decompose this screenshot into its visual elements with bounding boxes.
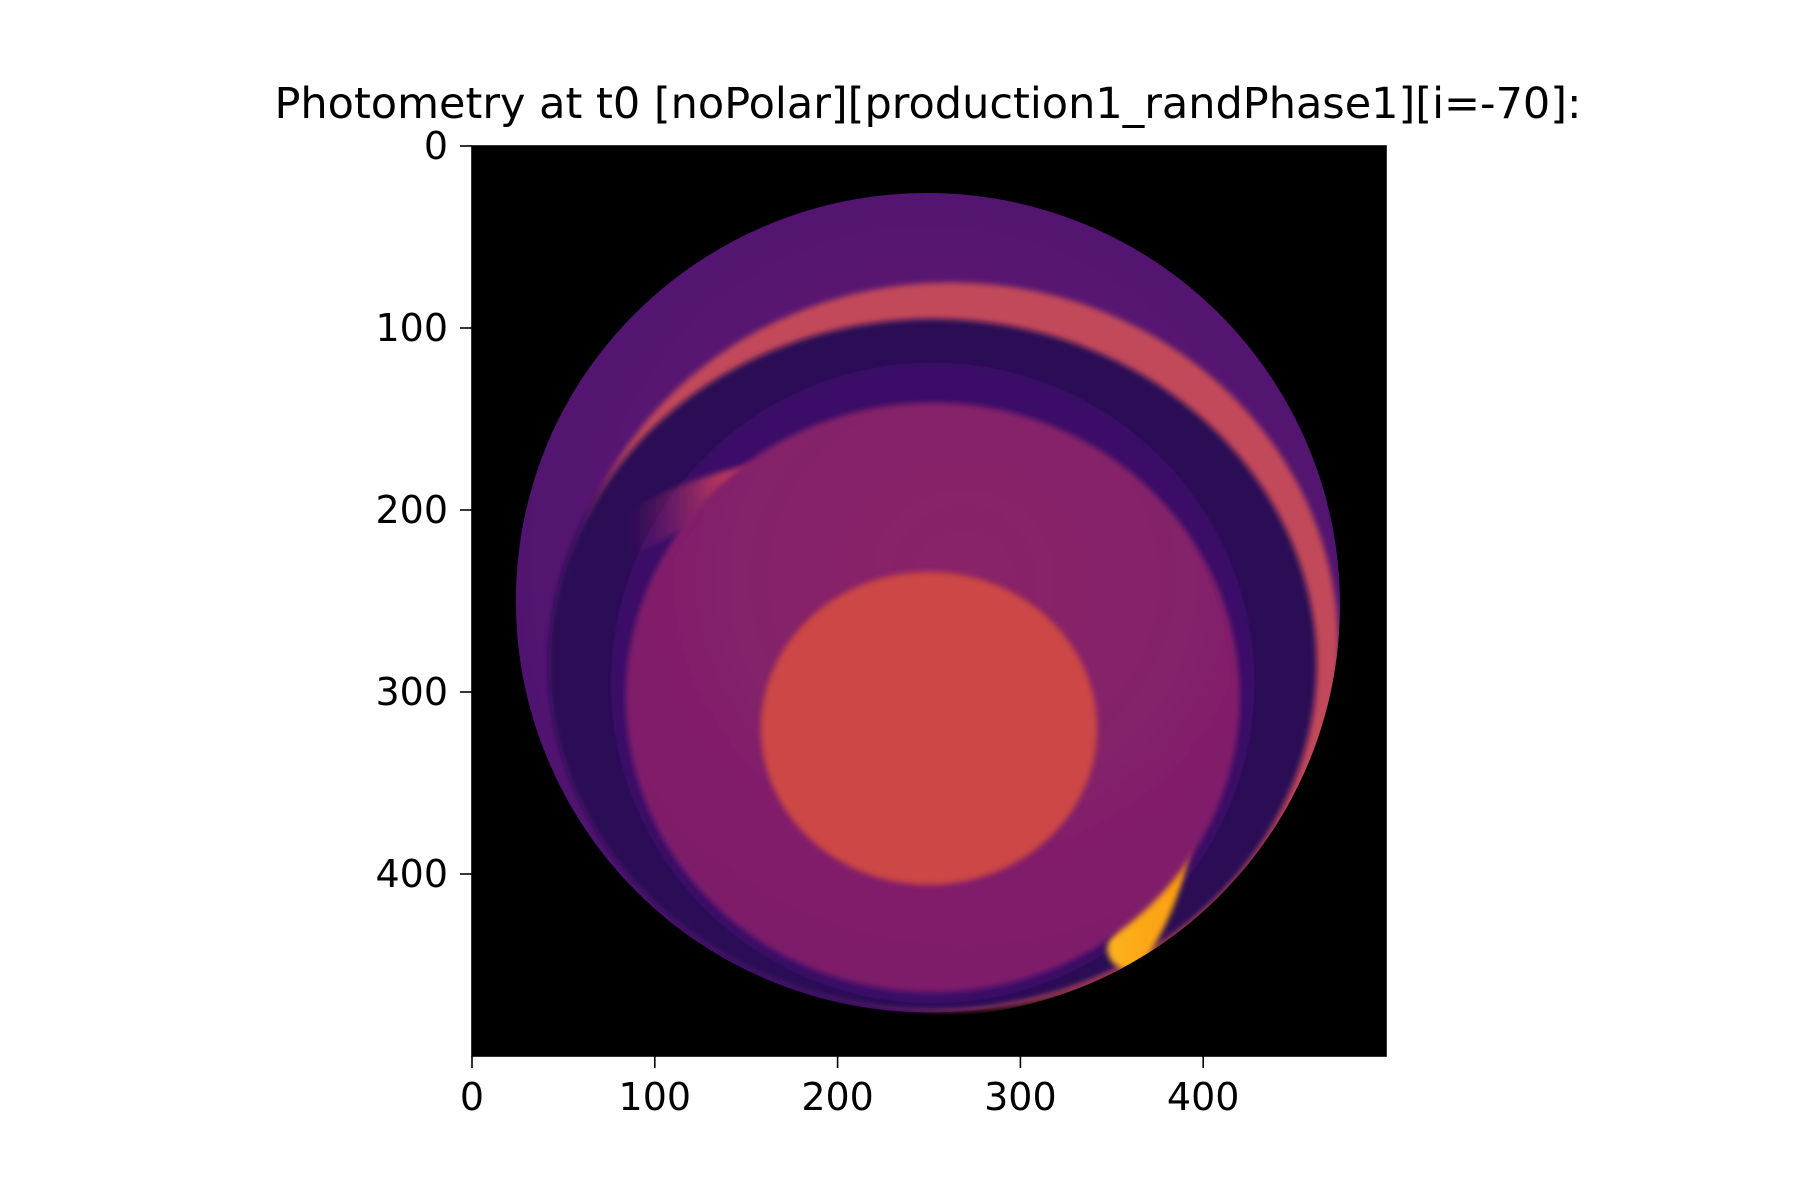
x-tick-label: 100 (619, 1075, 692, 1119)
chart-title: Photometry at t0 [noPolar][production1_r… (274, 79, 1581, 129)
y-tick-label: 200 (375, 488, 448, 532)
y-tick-label: 100 (375, 306, 448, 350)
y-tick-label: 300 (375, 670, 448, 714)
central-spot (760, 571, 1098, 885)
axes-frame (471, 145, 1387, 1057)
x-tick-label: 0 (460, 1075, 484, 1119)
x-tick-label: 300 (984, 1075, 1057, 1119)
y-axis: 0 100 200 300 400 (375, 124, 472, 896)
x-tick-label: 400 (1167, 1075, 1240, 1119)
plot-area (472, 146, 1386, 1056)
x-tick-label: 200 (801, 1075, 874, 1119)
star-clip-group (515, 193, 1340, 1013)
features-layer (515, 193, 1340, 1013)
x-axis: 0 100 200 300 400 (460, 1056, 1240, 1119)
y-tick-label: 400 (375, 852, 448, 896)
y-tick-label: 0 (424, 124, 448, 168)
